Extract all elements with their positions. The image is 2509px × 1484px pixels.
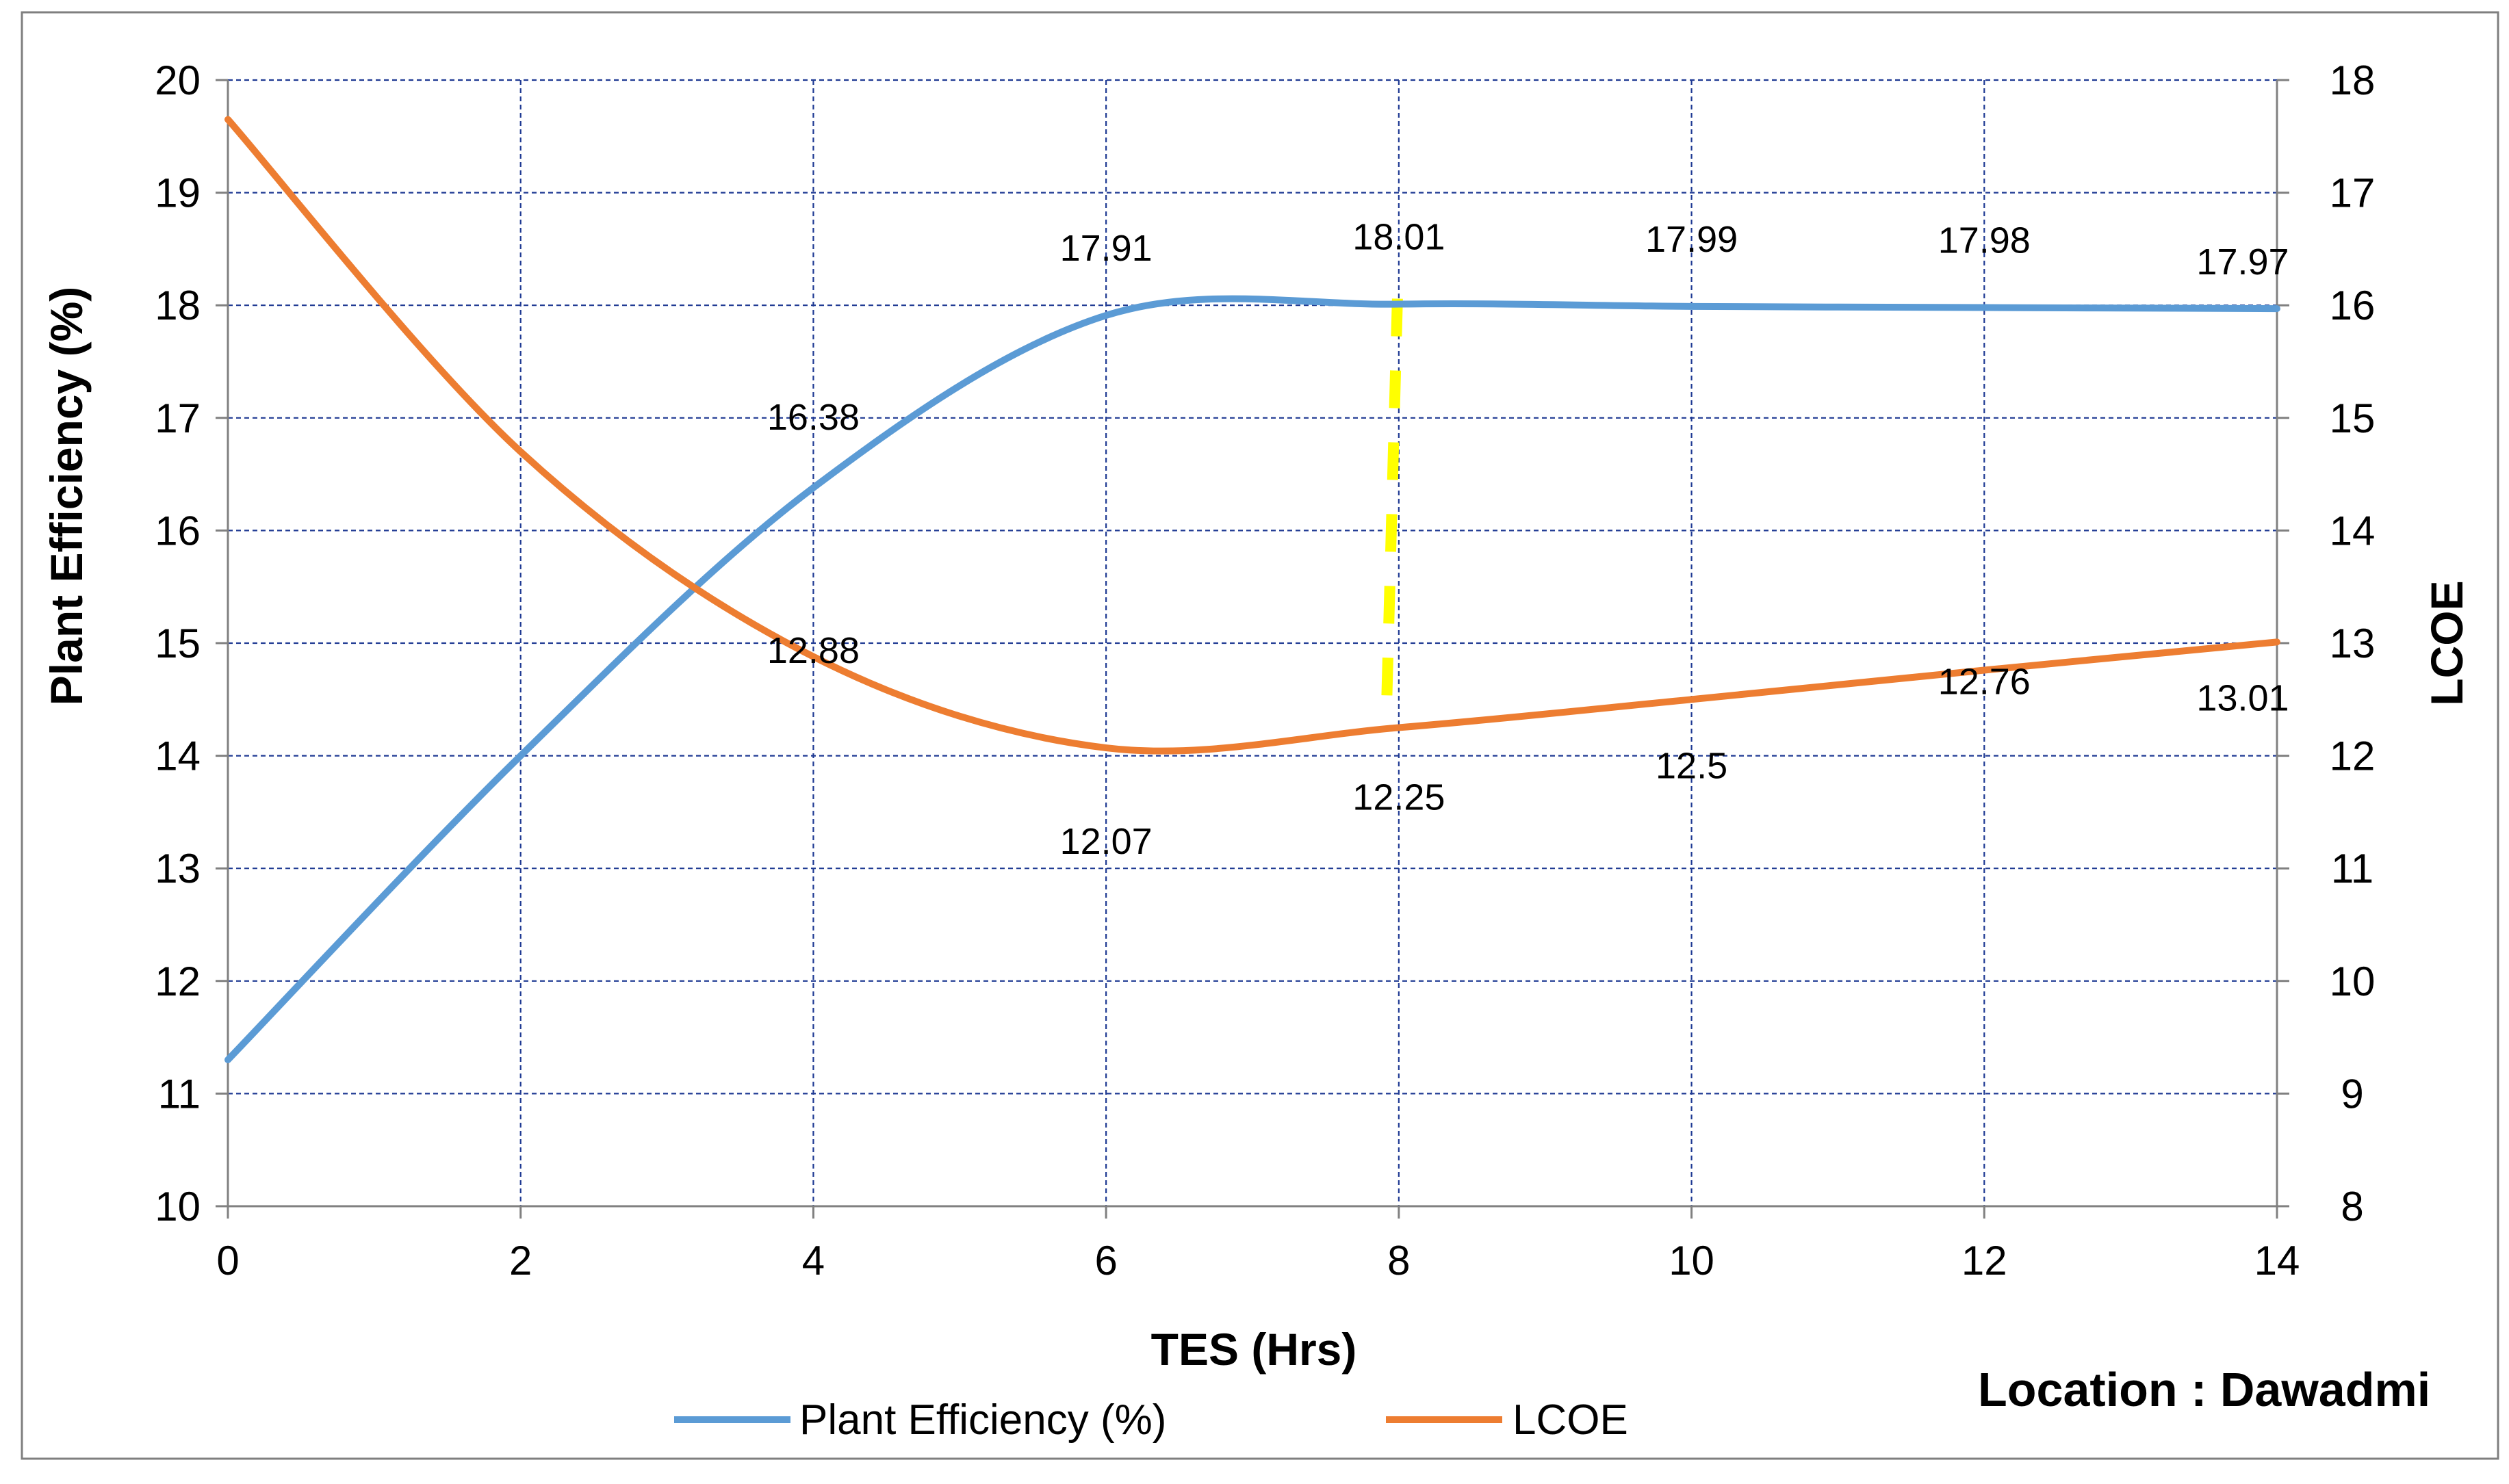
y2-tick-label: 17 [2330,170,2376,216]
x-tick-label: 10 [1669,1238,1714,1284]
x-tick-label: 6 [1094,1238,1117,1284]
y-tick-label: 12 [155,959,201,1004]
data-label-plant-efficiency: 17.97 [2196,242,2289,283]
y-tick-label: 14 [155,733,201,779]
x-tick-label: 0 [216,1238,239,1284]
data-label-lcoe: 12.07 [1060,821,1153,862]
y-tick-label: 15 [155,621,201,666]
x-tick-label: 12 [1961,1238,2007,1284]
y-tick-label: 20 [155,57,201,103]
y2-tick-label: 16 [2330,283,2376,328]
y2-tick-label: 15 [2330,395,2376,441]
y2-axis-title: LCOE [2421,580,2472,705]
y2-tick-label: 8 [2341,1184,2363,1229]
y2-tick-label: 18 [2330,57,2376,103]
x-axis-title: TES (Hrs) [1151,1324,1357,1375]
data-label-lcoe: 12.76 [1938,662,2031,703]
legend-label-lcoe: LCOE [1513,1396,1628,1444]
x-tick-label: 4 [802,1238,825,1284]
y-tick-label: 11 [158,1071,201,1117]
y2-tick-label: 12 [2330,733,2376,779]
y2-tick-label: 10 [2330,959,2376,1004]
y-tick-label: 18 [155,283,201,328]
location-annotation: Location : Dawadmi [1978,1363,2430,1416]
data-label-lcoe: 13.01 [2196,677,2289,718]
y-tick-label: 19 [155,170,201,216]
y-axis-title: Plant Efficiency (%) [41,287,92,705]
y-tick-label: 10 [155,1184,201,1229]
data-label-plant-efficiency: 17.98 [1938,220,2031,261]
y-tick-label: 13 [155,846,201,891]
legend-label-plant-efficiency: Plant Efficiency (%) [799,1396,1166,1444]
y-tick-label: 17 [155,395,201,441]
data-label-plant-efficiency: 18.01 [1352,217,1445,258]
data-label-plant-efficiency: 17.99 [1645,219,1738,260]
y-tick-label: 16 [155,508,201,554]
y2-tick-label: 9 [2341,1071,2363,1117]
data-label-lcoe: 12.25 [1352,777,1445,818]
data-label-lcoe: 12.5 [1656,745,1727,786]
data-label-lcoe: 12.88 [767,630,860,671]
y2-tick-label: 11 [2331,846,2373,891]
data-label-plant-efficiency: 17.91 [1060,228,1153,269]
x-tick-label: 2 [509,1238,532,1284]
y2-tick-label: 13 [2330,621,2376,666]
x-tick-label: 8 [1387,1238,1410,1284]
data-label-plant-efficiency: 16.38 [767,397,860,438]
y2-tick-label: 14 [2330,508,2376,554]
x-tick-label: 14 [2254,1238,2300,1284]
chart-border [22,12,2498,1459]
